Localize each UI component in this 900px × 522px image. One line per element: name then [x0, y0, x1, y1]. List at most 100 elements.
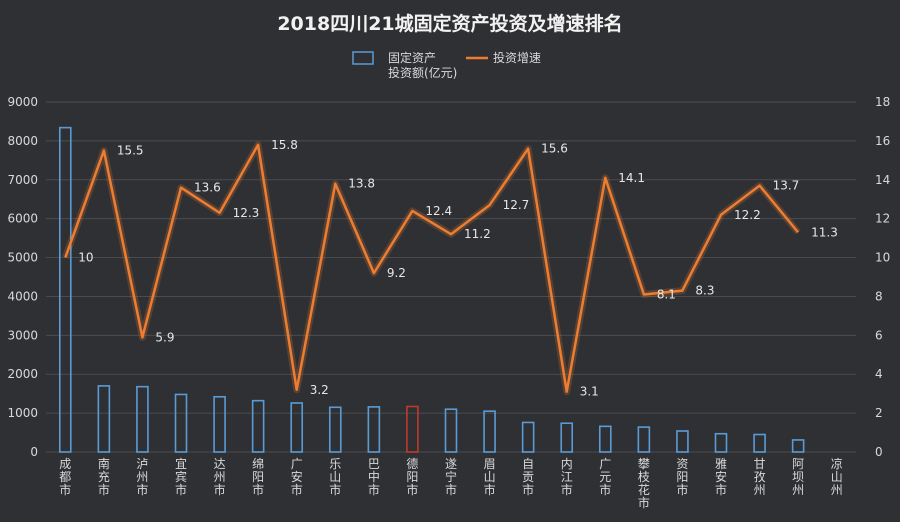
- left-tick-label: 2000: [7, 367, 38, 381]
- left-tick-label: 9000: [7, 95, 38, 109]
- growth-line: [64, 143, 800, 393]
- category-label: 市: [368, 482, 380, 497]
- bar: [676, 430, 689, 453]
- legend-bar-swatch: [352, 51, 374, 65]
- category-label: 泸: [136, 457, 148, 471]
- category-label: 市: [406, 482, 418, 497]
- bar: [251, 399, 265, 453]
- left-tick-label: 3000: [7, 328, 38, 342]
- bar: [213, 395, 226, 453]
- right-tick-label: 2: [875, 406, 883, 420]
- category-label: 成: [59, 457, 71, 471]
- bar: [637, 426, 651, 453]
- category-label: 安: [291, 469, 303, 484]
- legend: 固定资产 投资额(亿元) 投资增速: [352, 50, 541, 80]
- category-label: 市: [445, 482, 457, 497]
- category-label: 花: [638, 482, 650, 497]
- category-label: 市: [638, 495, 650, 510]
- right-axis: 0 2 4 6 8 10 12 14 16 18: [875, 95, 890, 459]
- category-label: 市: [291, 482, 303, 497]
- category-label: 眉: [484, 457, 496, 471]
- right-tick-label: 18: [875, 95, 890, 109]
- category-label: 攀: [638, 457, 650, 471]
- category-label: 州: [214, 470, 226, 484]
- category-label: 广: [599, 457, 611, 471]
- data-label: 3.2: [310, 383, 329, 397]
- bar: [598, 425, 612, 453]
- category-label: 充: [98, 469, 110, 484]
- category-label: 南: [98, 456, 110, 471]
- category-label: 达: [214, 457, 226, 471]
- legend-line-label: 投资增速: [493, 50, 541, 65]
- bar: [174, 393, 188, 453]
- category-label: 安: [715, 469, 727, 484]
- bar: [521, 421, 535, 453]
- data-label: 8.3: [695, 284, 714, 298]
- line-series: [62, 141, 801, 396]
- category-label: 市: [214, 482, 226, 497]
- category-label: 州: [136, 470, 148, 484]
- data-label: 8.1: [657, 288, 676, 302]
- category-label: 市: [136, 482, 148, 497]
- right-tick-label: 8: [875, 289, 883, 303]
- category-labels: 成都市南充市泸州市宜宾市达州市绵阳市广安市乐山市巴中市德阳市遂宁市眉山市自贡市内…: [59, 456, 842, 510]
- category-label: 阿: [792, 457, 804, 471]
- bar: [714, 432, 728, 453]
- line-glow: [62, 141, 801, 396]
- category-label: 市: [561, 482, 573, 497]
- bar-series: [58, 126, 805, 453]
- category-label: 枝: [638, 469, 650, 484]
- category-label: 市: [599, 482, 611, 497]
- data-label: 13.8: [348, 177, 375, 191]
- right-tick-label: 0: [875, 445, 883, 459]
- data-label: 9.2: [387, 266, 406, 280]
- category-label: 州: [792, 483, 804, 497]
- category-label: 市: [676, 482, 688, 497]
- category-label: 孜: [754, 470, 766, 484]
- category-label: 山: [831, 470, 843, 484]
- category-label: 市: [715, 482, 727, 497]
- category-label: 自: [522, 457, 534, 471]
- category-label: 市: [252, 482, 264, 497]
- left-axis: 0 1000 2000 3000 4000 5000 6000 7000 8000 9000: [7, 95, 38, 459]
- left-tick-label: 5000: [7, 251, 38, 265]
- data-label: 12.2: [734, 208, 761, 222]
- category-label: 凉: [831, 456, 843, 471]
- category-label: 广: [291, 457, 303, 471]
- category-label: 资: [676, 457, 688, 471]
- category-label: 内: [561, 457, 573, 471]
- bar: [58, 126, 72, 453]
- category-label: 贡: [522, 470, 534, 484]
- category-label: 州: [831, 483, 843, 497]
- right-tick-label: 6: [875, 328, 883, 342]
- bar: [328, 406, 342, 453]
- category-label: 雅: [715, 456, 727, 471]
- category-label: 遂: [445, 457, 457, 471]
- category-label: 阳: [676, 470, 688, 484]
- category-label: 都: [59, 470, 71, 484]
- left-tick-label: 1000: [7, 406, 38, 420]
- data-label: 11.3: [811, 225, 838, 239]
- left-tick-label: 7000: [7, 173, 38, 187]
- category-label: 山: [484, 470, 496, 484]
- category-label: 市: [522, 482, 534, 497]
- category-label: 甘: [754, 457, 766, 471]
- category-label: 州: [754, 483, 766, 497]
- category-label: 阳: [406, 470, 418, 484]
- category-label: 江: [561, 470, 573, 484]
- category-label: 绵: [252, 457, 264, 471]
- bar: [483, 410, 496, 453]
- data-label: 13.6: [194, 181, 221, 195]
- right-tick-label: 12: [875, 212, 890, 226]
- category-label: 巴: [368, 457, 380, 471]
- data-label: 15.6: [541, 142, 568, 156]
- data-label: 15.8: [271, 138, 298, 152]
- left-tick-label: 8000: [7, 134, 38, 148]
- left-tick-label: 4000: [7, 289, 38, 303]
- left-tick-label: 0: [30, 445, 38, 459]
- data-label: 12.4: [425, 204, 452, 218]
- data-label: 12.3: [233, 206, 260, 220]
- category-label: 市: [59, 482, 71, 497]
- category-label: 坝: [792, 470, 804, 484]
